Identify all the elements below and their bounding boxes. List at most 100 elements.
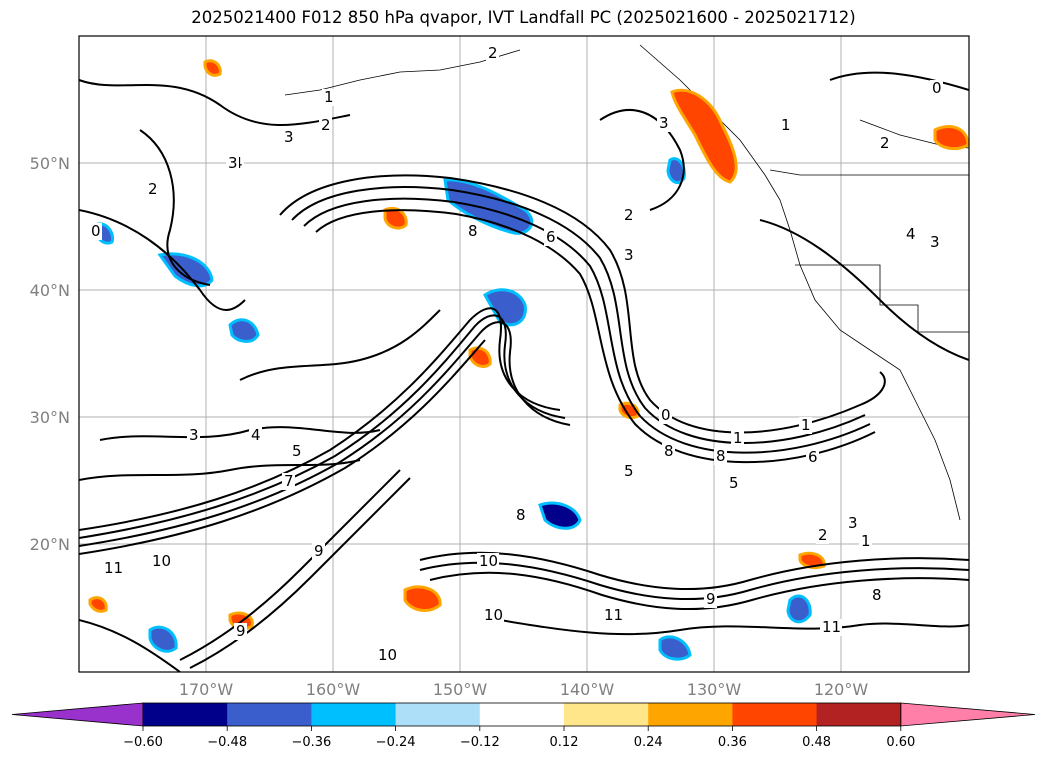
- contour-label: 8: [664, 442, 674, 460]
- contour-label: 0: [91, 222, 101, 240]
- colorbar-segment: [479, 703, 565, 726]
- contour-label-bg: [657, 115, 670, 132]
- lon-label: 120°W: [814, 680, 869, 699]
- contour-label-bg: [466, 223, 479, 240]
- contour-label-bg: [816, 527, 829, 544]
- lat-label: 40°N: [30, 281, 70, 300]
- contour-label: 11: [822, 618, 841, 636]
- lat-label: 50°N: [30, 154, 70, 173]
- contour-label-bg: [878, 135, 891, 152]
- colorbar-tick-label: −0.48: [207, 735, 247, 750]
- contour-label-bg: [482, 607, 504, 624]
- colorbar-extend-low: [11, 702, 144, 727]
- contour-label: 10: [479, 552, 498, 570]
- colorbar-segment: [227, 703, 312, 726]
- contour-label: 8: [872, 586, 882, 604]
- contour-label-bg: [477, 553, 499, 570]
- contour-label: 11: [604, 606, 623, 624]
- lat-label: 20°N: [30, 535, 70, 554]
- contour-label: 1: [733, 429, 743, 447]
- colorbar-tick-label: 0.36: [718, 735, 747, 750]
- contour-label-bg: [622, 463, 635, 480]
- contour-label: 2: [488, 44, 498, 62]
- map-border: [78, 35, 970, 673]
- colorbar-segment: [648, 703, 733, 726]
- contour-label: 1: [324, 88, 334, 106]
- colorbar-segment: [143, 703, 228, 726]
- contour-label-bg: [312, 543, 325, 560]
- contour-label: 4: [251, 426, 261, 444]
- contour-label-bg: [249, 427, 262, 444]
- contour-label: 5: [729, 474, 739, 492]
- contour-label: 1: [861, 532, 871, 550]
- contour-label: 6: [808, 448, 818, 466]
- contour-label: 3: [659, 114, 669, 132]
- contour-label: 10: [378, 646, 397, 664]
- colorbar-ticks: −0.60 −0.48 −0.36 −0.24 −0.12 0.12 0.24 0.36 0.4…: [123, 726, 915, 750]
- contour-label-bg: [146, 181, 159, 198]
- contour-label: 8: [468, 222, 478, 240]
- latitude-labels: 50°N 40°N 30°N 20°N: [30, 154, 70, 554]
- contour-label: 2: [148, 180, 158, 198]
- longitude-labels: 170°W 160°W 150°W 140°W 130°W 120°W: [179, 680, 869, 699]
- contour-label-bg: [282, 473, 295, 490]
- lon-label: 140°W: [560, 680, 615, 699]
- contour-label-bg: [102, 560, 124, 577]
- contour-label-bg: [226, 155, 239, 172]
- contour-label-bg: [806, 449, 819, 466]
- colorbar-segment: [395, 703, 481, 726]
- contour-label: 1: [781, 116, 791, 134]
- lon-label: 170°W: [179, 680, 234, 699]
- colorbar-tick-label: 0.24: [634, 735, 663, 750]
- contour-label: 10: [152, 552, 171, 570]
- contour-label: 3: [848, 514, 858, 532]
- contour-label-bg: [820, 619, 842, 636]
- colorbar-extend-high: [900, 702, 1036, 727]
- contour-label: 9: [314, 542, 324, 560]
- contour-label-bg: [622, 207, 635, 224]
- contour-label: 2: [624, 206, 634, 224]
- contour-label: 5: [292, 442, 302, 460]
- contour-label-bg: [662, 443, 675, 460]
- lat-label: 30°N: [30, 408, 70, 427]
- lon-label: 160°W: [306, 680, 361, 699]
- contour-label: 3: [930, 233, 940, 251]
- contour-label-bg: [514, 507, 527, 524]
- colorbar-segment: [564, 703, 649, 726]
- contour-label-bg: [731, 430, 744, 447]
- contour-label-bg: [89, 223, 102, 240]
- contour-label: 1: [801, 416, 811, 434]
- colorbar-tick-label: −0.36: [291, 735, 331, 750]
- contour-label: 3: [624, 246, 634, 264]
- contour-label-bg: [928, 234, 941, 251]
- contour-label-bg: [282, 129, 295, 146]
- contour-label: 2: [880, 134, 890, 152]
- contour-label: 3: [284, 128, 294, 146]
- contour-label: 0: [932, 79, 942, 97]
- contour-label-bg: [727, 475, 740, 492]
- contour-label: 10: [484, 606, 503, 624]
- contour-label-bg: [602, 607, 624, 624]
- contour-label: 4: [906, 225, 916, 243]
- colorbar-tick-label: −0.24: [376, 735, 416, 750]
- contour-label-bg: [234, 623, 247, 640]
- contour-label-bg: [150, 553, 172, 570]
- lon-label: 150°W: [433, 680, 488, 699]
- contour-label: 3: [228, 154, 238, 172]
- contour-label-bg: [290, 443, 303, 460]
- contour-label: 3: [189, 426, 199, 444]
- contour-label-bg: [930, 80, 943, 97]
- contour-label: 2: [321, 116, 331, 134]
- lon-label: 130°W: [687, 680, 742, 699]
- colorbar: [11, 702, 1036, 727]
- contour-label: 8: [516, 506, 526, 524]
- contour-label: 9: [236, 622, 246, 640]
- colorbar-tick-label: 0.12: [550, 735, 579, 750]
- contour-label: 6: [546, 228, 556, 246]
- colorbar-tick-label: 0.60: [886, 735, 915, 750]
- contour-label: 0: [661, 406, 671, 424]
- contour-label-bg: [904, 226, 917, 243]
- contour-label-bg: [870, 587, 883, 604]
- contour-label-bg: [622, 247, 635, 264]
- contour-label: 9: [706, 590, 716, 608]
